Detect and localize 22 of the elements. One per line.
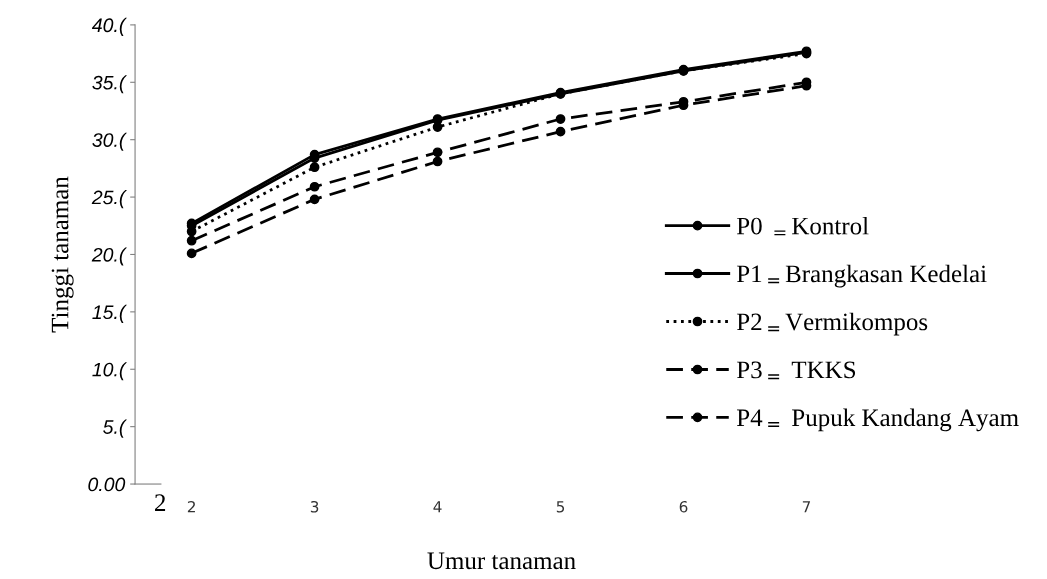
x-axis-title: Umur tanaman bbox=[427, 552, 576, 570]
y-tick-label: 20.( bbox=[91, 247, 127, 266]
y-axis-title: Tinggi tanaman bbox=[51, 176, 74, 333]
y-tick-label: 30.( bbox=[92, 132, 127, 151]
legend-label: P1$_{=}$Brangkasan Kedelai bbox=[736, 264, 987, 288]
y-tick-label: 0.00 bbox=[88, 477, 126, 492]
y-tick-label: 35.( bbox=[92, 75, 127, 94]
y-tick-label: 10.( bbox=[92, 362, 127, 381]
x-tick-label: 5 bbox=[556, 501, 565, 513]
y-tick-label: 40.( bbox=[91, 17, 127, 36]
legend-label: P4$_{=}$ Pupuk Kandang Ayam bbox=[736, 408, 1019, 432]
y-tick-label: 5.( bbox=[103, 419, 127, 438]
x-tick-label: 2 bbox=[187, 500, 195, 513]
legend-label: P2$_{=}$Vermikompos bbox=[736, 312, 928, 336]
x-tick-label: 3 bbox=[310, 500, 319, 513]
legend-label: P0 $_{=}$Kontrol bbox=[736, 216, 869, 236]
x-tick-label: 6 bbox=[679, 500, 688, 513]
y-tick-label: 15.( bbox=[92, 304, 127, 323]
legend-label: P3$_{=}$ TKKS bbox=[736, 361, 856, 380]
x-tick-label: 7 bbox=[802, 501, 811, 513]
y-tick-label: 25.( bbox=[91, 190, 127, 209]
x-tick-label: 4 bbox=[433, 501, 442, 513]
